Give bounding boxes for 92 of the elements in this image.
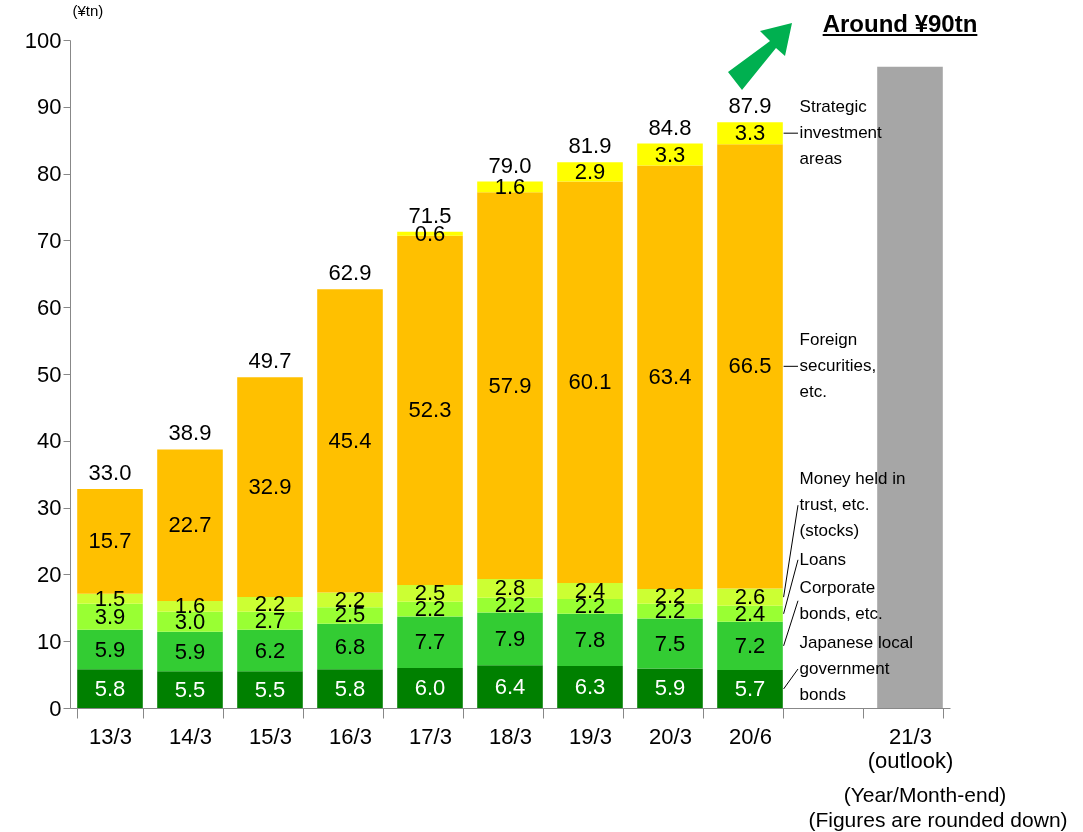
bar (637, 618, 703, 669)
data-label: 7.7 (414, 629, 446, 655)
bar (717, 621, 783, 670)
series-label: Strategic investment areas (799, 97, 883, 169)
x-tick-label: 20/3 (649, 723, 692, 749)
y-tick-label: 0 (49, 695, 62, 721)
bar (717, 144, 783, 589)
x-tick-label: 17/3 (409, 723, 452, 749)
data-label: 3.3 (654, 141, 686, 167)
data-label: 5.8 (334, 675, 366, 701)
data-label: 5.9 (94, 636, 126, 662)
bar (237, 671, 303, 708)
data-label: 5.9 (174, 638, 206, 664)
data-label: 5.5 (174, 676, 206, 702)
series-label: Corporate bonds, etc. (799, 577, 883, 623)
bar (557, 665, 623, 708)
text: (Figures are rounded down) (807, 808, 1069, 832)
series-label: Japanese local government bonds (799, 633, 914, 704)
y-tick-label: 50 (37, 361, 62, 387)
text: Around ¥90tn (821, 10, 979, 38)
bar (397, 667, 463, 708)
y-tick-label: 10 (37, 628, 62, 654)
data-label: 6.2 (254, 637, 286, 663)
y-tick-label: 60 (37, 294, 62, 320)
bar (317, 669, 383, 708)
text: Loans (799, 549, 846, 569)
bar (557, 613, 623, 666)
x-tick-label: 13/3 (89, 723, 132, 749)
bar (717, 669, 783, 708)
data-label: 32.9 (248, 474, 292, 500)
data-label: 66.5 (728, 353, 772, 379)
data-label: 7.5 (654, 630, 686, 656)
y-tick-label: 100 (24, 27, 62, 53)
x-tick-label: 16/3 (329, 723, 372, 749)
data-label: 52.3 (408, 397, 452, 423)
x-tick-label: 19/3 (569, 723, 612, 749)
bar (77, 629, 143, 670)
total-label: 38.9 (168, 420, 212, 446)
bar (477, 612, 543, 666)
x-tick-label: 21/3 (outlook) (867, 723, 954, 773)
data-label: 7.2 (734, 632, 766, 658)
data-label: 63.4 (648, 364, 692, 390)
data-label: 22.7 (168, 512, 212, 538)
data-label: 15.7 (88, 528, 132, 554)
data-label: 60.1 (568, 369, 612, 395)
total-label: 33.0 (88, 459, 132, 485)
data-label: 5.9 (654, 675, 686, 701)
bar (157, 671, 223, 708)
bar (157, 631, 223, 672)
y-axis-title: (¥tn) (72, 1, 104, 19)
bar (317, 623, 383, 670)
data-label: 3.3 (734, 120, 766, 146)
data-label: 5.7 (734, 675, 766, 701)
data-label: 5.5 (254, 676, 286, 702)
data-label: 6.8 (334, 633, 366, 659)
data-label: 7.8 (574, 626, 606, 652)
bar (637, 668, 703, 708)
x-tick-label: 15/3 (249, 723, 292, 749)
x-tick-label: 14/3 (169, 723, 212, 749)
total-label: 49.7 (248, 348, 292, 374)
bar (637, 165, 703, 590)
y-tick-label: 40 (37, 428, 62, 454)
series-label: Foreign securities, etc. (799, 330, 877, 402)
bar (397, 616, 463, 668)
data-label: 45.4 (328, 427, 372, 453)
data-label: 6.4 (494, 673, 526, 699)
data-label: 5.8 (94, 675, 126, 701)
data-label: 6.3 (574, 673, 606, 699)
total-label: 87.9 (728, 93, 772, 119)
bar (557, 181, 623, 584)
x-tick-label: 18/3 (489, 723, 532, 749)
y-tick-label: 20 (37, 561, 62, 587)
bar (237, 629, 303, 672)
bar (477, 665, 543, 708)
text: Money held in trust, etc. (stocks) (799, 469, 906, 541)
total-label: 62.9 (328, 260, 372, 286)
y-tick-label: 80 (37, 161, 62, 187)
y-tick-label: 90 (37, 94, 62, 120)
bar (477, 192, 543, 580)
data-label: 2.9 (574, 158, 606, 184)
y-tick-label: 30 (37, 495, 62, 521)
total-label: 81.9 (568, 133, 612, 159)
data-label: 6.0 (414, 674, 446, 700)
bar (237, 377, 303, 598)
bar (317, 289, 383, 593)
text: (Year/Month-end) (842, 783, 1008, 807)
bar (77, 669, 143, 708)
data-label: 57.9 (488, 372, 532, 398)
y-tick-label: 70 (37, 227, 62, 253)
x-tick-label: 20/6 (729, 723, 772, 749)
data-label: 7.9 (494, 625, 526, 651)
total-label: 84.8 (648, 114, 692, 140)
